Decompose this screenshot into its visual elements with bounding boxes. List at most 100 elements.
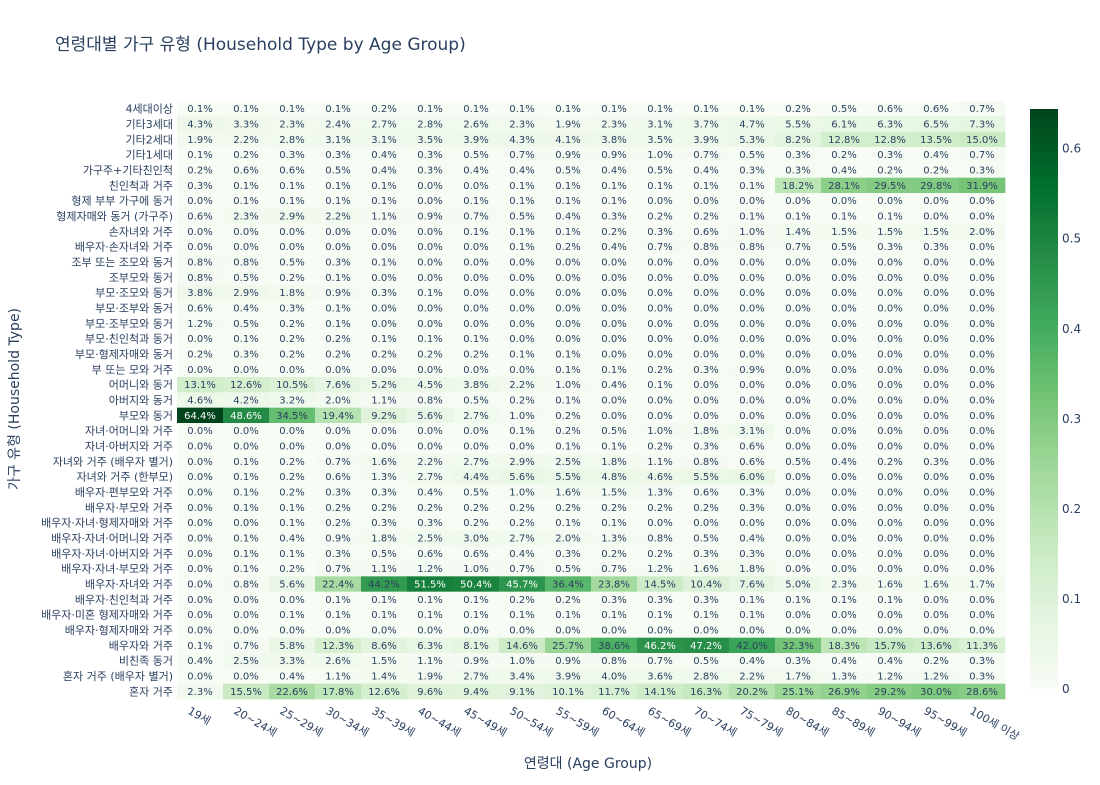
heatmap-cell [545,346,592,363]
y-tick-label: 자녀·아버지와 거주 [85,440,173,453]
cell-value-label: 0.3% [325,488,350,499]
cell-value-label: 0.1% [831,595,856,606]
cell-value-label: 0.7% [509,564,534,575]
x-tick-label: 35~39세 [370,704,418,739]
cell-value-label: 0.0% [785,564,810,575]
heatmap-cell [177,423,224,439]
heatmap-cell [177,683,224,700]
heatmap-cell [683,637,730,654]
cell-value-label: 0.1% [601,181,626,192]
cell-value-label: 0.3% [601,595,626,606]
heatmap-cell [729,530,776,547]
cell-value-label: 0.0% [233,595,258,606]
cell-value-label: 1.8% [371,534,396,545]
cell-value-label: 1.2% [647,564,672,575]
cell-value-label: 0.4% [831,457,856,468]
heatmap-cell [269,469,316,485]
cell-value-label: 0.0% [233,442,258,453]
heatmap-cell [913,683,960,700]
heatmap-cell [591,392,638,409]
cell-value-label: 0.0% [187,365,212,376]
cell-value-label: 0.1% [555,181,580,192]
heatmap-cell [775,300,822,317]
heatmap-cell [269,561,316,577]
cell-value-label: 0.0% [693,273,718,284]
heatmap-cell [821,131,868,148]
cell-value-label: 1.5% [923,227,948,238]
heatmap-cell [269,208,316,225]
cell-value-label: 0.0% [923,595,948,606]
heatmap-cell [499,423,546,439]
cell-value-label: 0.0% [463,273,488,284]
cell-value-label: 0.9% [325,288,350,299]
heatmap-cell [591,622,638,639]
heatmap-cell [729,392,776,409]
y-tick-label: 배우자·친인척과 거주 [75,593,173,606]
cell-value-label: 0.0% [555,319,580,330]
heatmap-cell [637,561,684,577]
cell-value-label: 0.0% [877,549,902,560]
cell-value-label: 0.0% [831,350,856,361]
cell-value-label: 2.7% [463,411,488,422]
cell-value-label: 0.0% [601,273,626,284]
cell-value-label: 0.3% [187,181,212,192]
cell-value-label: 0.1% [233,334,258,345]
cell-value-label: 10.5% [276,380,308,391]
cell-value-label: 0.0% [417,626,442,637]
heatmap-cell [591,315,638,332]
y-tick-label: 자녀와 거주 (배우자 별거) [53,455,173,468]
y-tick-label: 배우자·자녀·어머니와 거주 [51,532,173,545]
cell-value-label: 0.7% [233,641,258,652]
cell-value-label: 0.0% [877,304,902,315]
heatmap-cell [821,223,868,240]
cell-value-label: 0.6% [325,472,350,483]
heatmap-cell [545,530,592,547]
cell-value-label: 0.1% [279,549,304,560]
cell-value-label: 0.7% [509,150,534,161]
cell-value-label: 36.4% [552,580,584,591]
cell-value-label: 0.9% [555,656,580,667]
heatmap-cell [453,331,500,347]
heatmap-cell [269,285,316,301]
heatmap-cell [177,254,224,271]
cell-value-label: 3.1% [325,135,350,146]
heatmap-cell [177,193,224,209]
heatmap-cell [499,177,546,194]
cell-value-label: 5.2% [371,380,396,391]
heatmap-cell [867,668,914,685]
heatmap-cell [913,131,960,148]
heatmap-cell [315,607,362,623]
cell-value-label: 18.3% [828,641,860,652]
heatmap-cell [269,530,316,547]
cell-value-label: 0.3% [739,549,764,560]
cell-value-label: 0.7% [463,212,488,223]
heatmap-cell [361,239,408,255]
heatmap-cell [775,239,822,255]
y-tick-label: 배우자·미혼 형제자매와 거주 [41,609,173,622]
cell-value-label: 0.0% [831,319,856,330]
heatmap-cell [867,377,914,393]
cell-value-label: 2.0% [555,534,580,545]
heatmap-cell [499,530,546,547]
cell-value-label: 28.1% [828,181,860,192]
cell-value-label: 2.3% [187,687,212,698]
heatmap-cell [729,177,776,194]
cell-value-label: 26.9% [828,687,860,698]
cell-value-label: 0.0% [647,334,672,345]
heatmap-cell [683,668,730,685]
cell-value-label: 0.1% [325,610,350,621]
cell-value-label: 0.0% [187,549,212,560]
heatmap-cell [361,162,408,179]
heatmap-cell [177,515,224,531]
cell-value-label: 0.0% [877,626,902,637]
cell-value-label: 0.0% [601,626,626,637]
heatmap-cell [821,530,868,547]
cell-value-label: 0.1% [555,396,580,407]
cell-value-label: 19.4% [322,411,354,422]
heatmap-cell [775,561,822,577]
cell-value-label: 0.0% [187,580,212,591]
heatmap-cell [729,377,776,393]
heatmap-cell [407,377,454,393]
heatmap-cell [453,484,500,501]
heatmap-cell [407,637,454,654]
